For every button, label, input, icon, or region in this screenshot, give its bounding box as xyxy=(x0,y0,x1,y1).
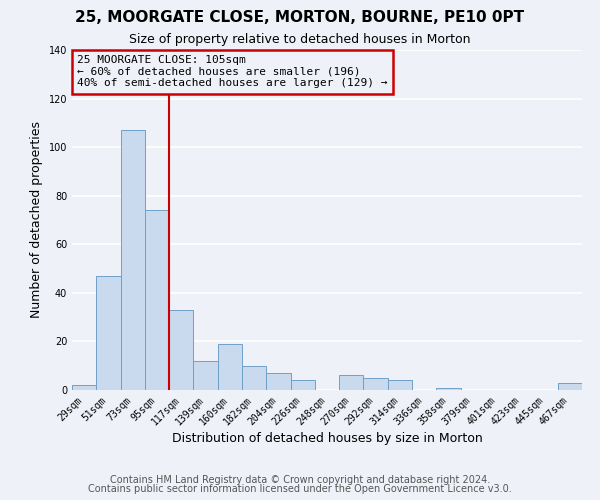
Bar xyxy=(558,382,582,390)
Bar xyxy=(193,361,218,390)
Bar xyxy=(169,310,193,390)
Bar xyxy=(290,380,315,390)
Bar xyxy=(121,130,145,390)
Bar xyxy=(388,380,412,390)
Text: Size of property relative to detached houses in Morton: Size of property relative to detached ho… xyxy=(129,32,471,46)
Text: 25, MOORGATE CLOSE, MORTON, BOURNE, PE10 0PT: 25, MOORGATE CLOSE, MORTON, BOURNE, PE10… xyxy=(76,10,524,25)
Bar xyxy=(72,385,96,390)
Text: Contains HM Land Registry data © Crown copyright and database right 2024.: Contains HM Land Registry data © Crown c… xyxy=(110,475,490,485)
Bar xyxy=(145,210,169,390)
Y-axis label: Number of detached properties: Number of detached properties xyxy=(30,122,43,318)
Bar xyxy=(266,373,290,390)
Bar xyxy=(436,388,461,390)
Bar xyxy=(242,366,266,390)
Text: 25 MOORGATE CLOSE: 105sqm
← 60% of detached houses are smaller (196)
40% of semi: 25 MOORGATE CLOSE: 105sqm ← 60% of detac… xyxy=(77,55,388,88)
Bar xyxy=(364,378,388,390)
Text: Contains public sector information licensed under the Open Government Licence v3: Contains public sector information licen… xyxy=(88,484,512,494)
Bar xyxy=(339,376,364,390)
X-axis label: Distribution of detached houses by size in Morton: Distribution of detached houses by size … xyxy=(172,432,482,446)
Bar xyxy=(218,344,242,390)
Bar xyxy=(96,276,121,390)
